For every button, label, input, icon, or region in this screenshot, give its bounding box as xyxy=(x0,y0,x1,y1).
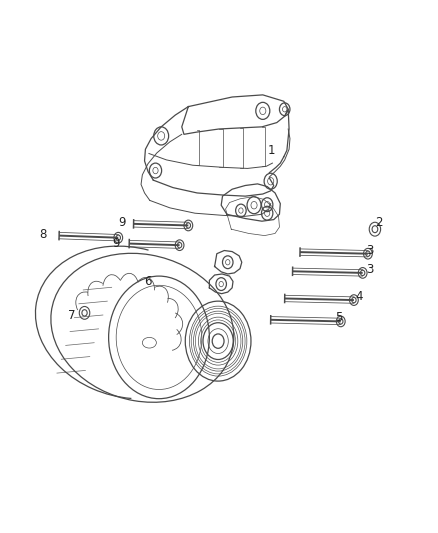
Text: 5: 5 xyxy=(335,311,342,324)
Text: 4: 4 xyxy=(355,290,363,303)
Text: 3: 3 xyxy=(367,244,374,257)
Text: 3: 3 xyxy=(367,263,374,276)
Text: 7: 7 xyxy=(67,309,75,322)
Text: 9: 9 xyxy=(112,237,120,250)
Text: 9: 9 xyxy=(118,216,126,229)
Text: 1: 1 xyxy=(268,144,276,157)
Text: 8: 8 xyxy=(39,228,46,241)
Text: 6: 6 xyxy=(144,275,152,288)
Text: 2: 2 xyxy=(375,216,383,229)
